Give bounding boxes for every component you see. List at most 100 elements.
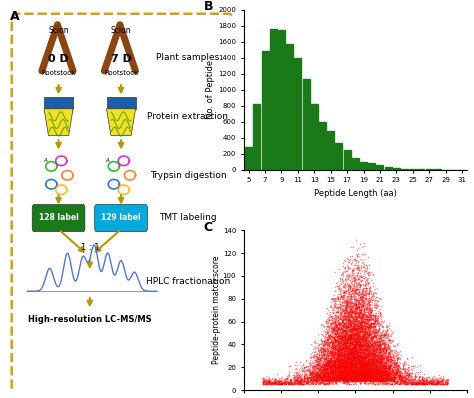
Point <box>359 355 367 361</box>
Point <box>327 357 334 364</box>
Point <box>370 375 378 381</box>
Point <box>398 373 406 380</box>
Point <box>330 350 338 357</box>
Point <box>360 337 368 343</box>
Point <box>339 340 346 346</box>
Point <box>381 328 389 334</box>
Point <box>363 354 371 360</box>
Point <box>362 320 370 326</box>
Point <box>347 297 355 303</box>
Point <box>333 356 341 362</box>
Point <box>346 337 354 343</box>
Point <box>365 333 373 339</box>
Point <box>383 376 391 382</box>
Point <box>368 336 376 342</box>
Point <box>347 293 355 299</box>
Point <box>351 371 358 377</box>
Point <box>329 377 337 384</box>
Point <box>352 328 359 334</box>
Point <box>331 375 339 381</box>
Point <box>350 332 357 338</box>
Point <box>343 314 350 320</box>
Point <box>346 372 354 378</box>
Point <box>337 275 344 281</box>
Point <box>377 371 385 377</box>
Point <box>339 344 347 350</box>
Point <box>366 374 374 380</box>
Point <box>260 378 267 384</box>
Point <box>425 374 432 380</box>
Point <box>402 376 410 382</box>
Point <box>379 345 386 351</box>
Point <box>363 316 371 323</box>
Point <box>344 354 351 361</box>
Point <box>329 361 337 367</box>
Point <box>275 378 283 384</box>
Point <box>361 329 369 336</box>
Point <box>341 334 348 341</box>
Point <box>341 377 349 383</box>
Point <box>357 317 365 324</box>
Point <box>365 302 372 308</box>
Point <box>349 336 357 342</box>
Point <box>357 359 365 365</box>
Point <box>327 328 334 334</box>
Point <box>269 379 276 386</box>
Point <box>360 305 367 312</box>
Point <box>339 343 347 349</box>
Point <box>309 376 317 382</box>
Point <box>331 361 339 367</box>
Point <box>348 324 356 331</box>
Point <box>340 312 347 318</box>
Point <box>331 371 338 377</box>
Point <box>416 380 424 386</box>
Point <box>275 380 283 386</box>
Point <box>319 367 327 373</box>
Point <box>336 374 344 380</box>
Point <box>339 316 347 323</box>
Point <box>342 359 350 365</box>
Point <box>352 350 360 357</box>
Point <box>385 374 392 380</box>
Point <box>360 335 368 341</box>
Point <box>360 378 367 384</box>
Point <box>375 355 383 362</box>
Point <box>334 337 342 343</box>
Point <box>374 314 382 321</box>
Point <box>356 328 364 335</box>
Point <box>340 375 348 381</box>
Point <box>273 380 281 387</box>
Point <box>355 313 363 320</box>
Point <box>351 369 358 375</box>
Point <box>363 355 371 361</box>
Point <box>378 377 386 384</box>
Point <box>351 312 359 318</box>
Point <box>377 345 385 351</box>
Point <box>370 292 377 298</box>
Point <box>361 353 369 359</box>
Point <box>355 347 363 353</box>
Point <box>392 374 399 380</box>
Point <box>356 356 363 363</box>
Point <box>347 355 355 361</box>
Point <box>263 377 271 384</box>
Point <box>366 369 374 376</box>
Point <box>355 374 362 380</box>
Point <box>372 371 380 378</box>
Point <box>307 350 315 357</box>
Point <box>345 324 352 330</box>
Point <box>354 342 362 349</box>
Point <box>339 330 347 336</box>
Point <box>333 341 341 347</box>
Point <box>317 370 324 376</box>
Point <box>363 263 371 269</box>
Point <box>396 371 403 378</box>
Point <box>402 374 410 380</box>
Point <box>348 353 356 360</box>
Point <box>368 367 376 373</box>
Point <box>348 361 356 367</box>
Point <box>369 344 377 351</box>
Point <box>299 366 307 373</box>
Point <box>349 372 356 378</box>
Point <box>354 353 361 359</box>
